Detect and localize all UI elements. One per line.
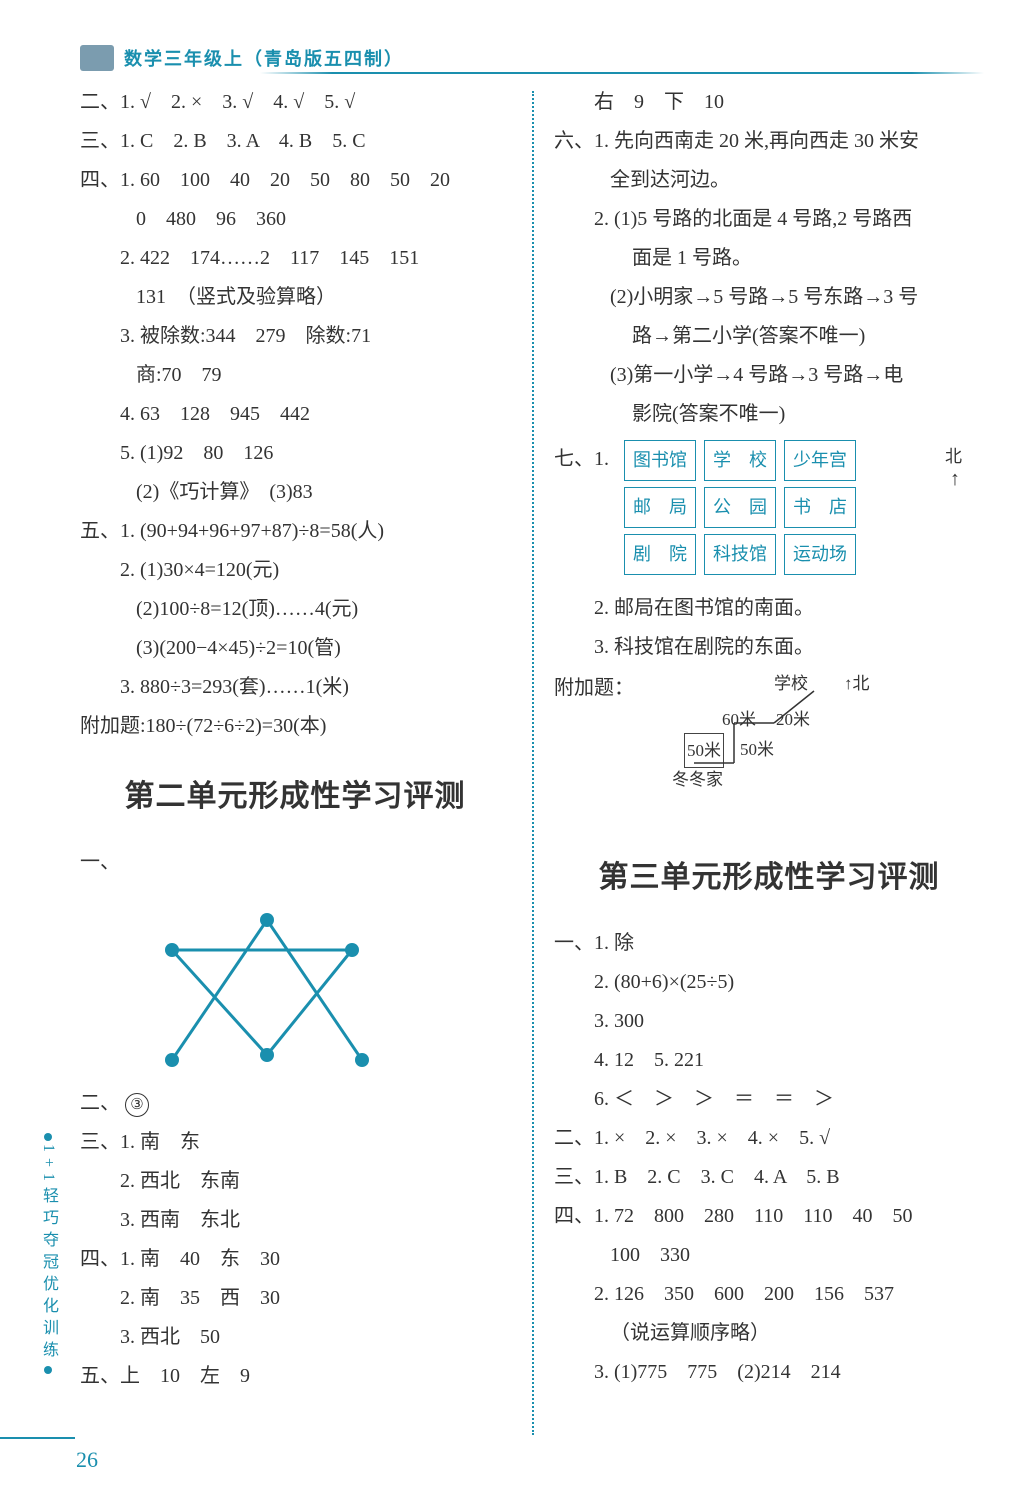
circled-number: ③ xyxy=(125,1093,149,1117)
answer-line: 四、1. 72 800 280 110 110 40 50 xyxy=(554,1197,984,1236)
answer-line: 2. 西北 东南 xyxy=(80,1170,240,1192)
answer-line: 100 330 xyxy=(554,1244,690,1266)
left-column: 二、1. √ 2. × 3. √ 4. √ 5. √ 三、1. C 2. B 3… xyxy=(80,83,530,1443)
answer-line: 2. (80+6)×(25÷5) xyxy=(554,971,734,993)
side-vertical-text: 1+1轻巧夺冠优化训练 xyxy=(36,1130,60,1377)
answer-line: (2)《巧计算》 (3)83 xyxy=(80,481,313,503)
header-icon xyxy=(80,45,114,71)
answer-line: (2)100÷8=12(顶)……4(元) xyxy=(80,598,358,620)
answer-line: 2. (1)30×4=120(元) xyxy=(80,559,279,581)
answer-line: 5. (1)92 80 126 xyxy=(80,442,273,464)
matching-graph xyxy=(120,888,380,1078)
answer-line: 六、1. 先向西南走 20 米,再向西走 30 米安 xyxy=(554,122,984,161)
graph-dot xyxy=(355,1053,369,1067)
answer-line: 6. ＜ ＞ ＞ ＝ ＝ ＞ xyxy=(554,1088,834,1110)
answer-line: (3)第一小学→4 号路→3 号路→电 xyxy=(554,364,903,386)
answer-line: 三、1. C 2. B 3. A 4. B 5. C xyxy=(80,122,510,161)
answer-line: （说运算顺序略） xyxy=(554,1322,770,1344)
answer-line: 四、1. 南 40 东 30 xyxy=(80,1240,510,1279)
header-line xyxy=(260,72,984,74)
grid-cell: 少年宫 xyxy=(784,440,856,481)
header-title: 数学三年级上（青岛版五四制） xyxy=(124,45,404,71)
answer-line: 五、1. (90+94+96+97+87)÷8=58(人) xyxy=(80,512,510,551)
answer-line: 路→第二小学(答案不唯一) xyxy=(554,325,865,347)
path-diagram: 附加题： 学校 ↑北 60米 20米 50米 50米 冬冬家 xyxy=(554,667,984,827)
answer-line: (2)小明家→5 号路→5 号东路→3 号 xyxy=(554,286,918,308)
grid-cell: 公 园 xyxy=(704,487,776,528)
graph-dot xyxy=(165,1053,179,1067)
answer-line: 一、1. 除 xyxy=(554,924,984,963)
answer-line: 3. 西北 50 xyxy=(80,1326,220,1348)
answer-line: 全到达河边。 xyxy=(554,169,730,191)
right-column: 右 9 下 10 六、1. 先向西南走 20 米,再向西走 30 米安 全到达河… xyxy=(534,83,984,1443)
grid-cell: 学 校 xyxy=(704,440,776,481)
path-lines xyxy=(664,685,964,815)
answer-line: 一、 xyxy=(80,843,510,882)
answer-line: 3. 300 xyxy=(554,1010,644,1032)
grid-block: 七、1. 图书馆 学 校 少年宫 邮 局 公 园 书 店 剧 院 科技馆 xyxy=(554,440,984,581)
graph-dot xyxy=(345,943,359,957)
grid-cell: 书 店 xyxy=(784,487,856,528)
grid-cell: 剧 院 xyxy=(624,534,696,575)
answer-line: 3. 科技馆在剧院的东面。 xyxy=(554,636,814,658)
answer-line: 影院(答案不唯一) xyxy=(554,403,785,425)
graph-dot xyxy=(260,913,274,927)
label: 七、1. xyxy=(554,448,609,470)
answer-line: 三、1. B 2. C 3. C 4. A 5. B xyxy=(554,1158,984,1197)
answer-line: 3. (1)775 775 (2)214 214 xyxy=(554,1361,841,1383)
grid-cell: 科技馆 xyxy=(704,534,776,575)
answer-line: 3. 被除数:344 279 除数:71 xyxy=(80,325,371,347)
arrow-up-icon: ↑ xyxy=(950,460,960,499)
answer-line: 2. (1)5 号路的北面是 4 号路,2 号路西 xyxy=(554,208,912,230)
answer-line: 2. 126 350 600 200 156 537 xyxy=(554,1283,894,1305)
columns: 二、1. √ 2. × 3. √ 4. √ 5. √ 三、1. C 2. B 3… xyxy=(80,83,984,1443)
answer-line: 3. 西南 东北 xyxy=(80,1209,240,1231)
answer-line: 二、1. √ 2. × 3. √ 4. √ 5. √ xyxy=(80,83,510,122)
answer-line: 三、1. 南 东 xyxy=(80,1123,510,1162)
answer-line: 面是 1 号路。 xyxy=(554,247,752,269)
page: 数学三年级上（青岛版五四制） 二、1. √ 2. × 3. √ 4. √ 5. … xyxy=(0,0,1024,1499)
footer-line xyxy=(0,1437,75,1439)
page-number: 26 xyxy=(76,1447,98,1473)
answer-line: 商:70 79 xyxy=(80,364,222,386)
answer-line: 2. 南 35 西 30 xyxy=(80,1287,280,1309)
grid-cell: 图书馆 xyxy=(624,440,696,481)
page-header: 数学三年级上（青岛版五四制） xyxy=(80,45,984,71)
label: 附加题： xyxy=(554,669,634,708)
graph-lines xyxy=(120,888,380,1078)
grid-cell: 邮 局 xyxy=(624,487,696,528)
answer-line: (3)(200−4×45)÷2=10(管) xyxy=(80,637,341,659)
graph-dot xyxy=(165,943,179,957)
answer-line: 二、1. × 2. × 3. × 4. × 5. √ xyxy=(554,1119,984,1158)
graph-dot xyxy=(260,1048,274,1062)
answer-line: 四、1. 60 100 40 20 50 80 50 20 xyxy=(80,161,510,200)
label: 二、 xyxy=(80,1092,120,1114)
answer-line: 4. 63 128 945 442 xyxy=(80,403,310,425)
answer-line: 二、 ③ xyxy=(80,1084,510,1123)
grid-cell: 运动场 xyxy=(784,534,856,575)
answer-line: 131 （竖式及验算略） xyxy=(80,286,336,308)
answer-line: 右 9 下 10 xyxy=(554,91,724,113)
answer-line: 2. 邮局在图书馆的南面。 xyxy=(554,597,814,619)
answer-line: 3. 880÷3=293(套)……1(米) xyxy=(80,676,349,698)
answer-line: 0 480 96 360 xyxy=(80,208,286,230)
section-title-2: 第二单元形成性学习评测 xyxy=(80,768,510,827)
answer-line: 4. 12 5. 221 xyxy=(554,1049,704,1071)
answer-line: 2. 422 174……2 117 145 151 xyxy=(80,247,419,269)
answer-line: 五、上 10 左 9 xyxy=(80,1357,510,1396)
section-title-3: 第三单元形成性学习评测 xyxy=(554,849,984,908)
answer-line: 附加题:180÷(72÷6÷2)=30(本) xyxy=(80,707,510,746)
